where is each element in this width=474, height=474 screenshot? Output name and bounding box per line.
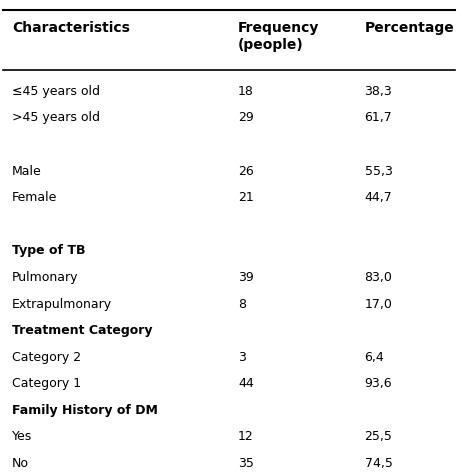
Text: 29: 29 bbox=[238, 111, 254, 124]
Text: Yes: Yes bbox=[12, 430, 32, 443]
Text: 12: 12 bbox=[238, 430, 254, 443]
Text: Frequency
(people): Frequency (people) bbox=[238, 21, 319, 52]
Text: 3: 3 bbox=[238, 351, 246, 364]
Text: ≤45 years old: ≤45 years old bbox=[12, 85, 100, 98]
Text: 25,5: 25,5 bbox=[365, 430, 392, 443]
Text: 83,0: 83,0 bbox=[365, 271, 392, 284]
Text: 44: 44 bbox=[238, 377, 254, 390]
Text: Extrapulmonary: Extrapulmonary bbox=[12, 298, 112, 310]
Text: 35: 35 bbox=[238, 457, 254, 470]
Text: 8: 8 bbox=[238, 298, 246, 310]
Text: 93,6: 93,6 bbox=[365, 377, 392, 390]
Text: Category 2: Category 2 bbox=[12, 351, 81, 364]
Text: 6,4: 6,4 bbox=[365, 351, 384, 364]
Text: Family History of DM: Family History of DM bbox=[12, 404, 158, 417]
Text: >45 years old: >45 years old bbox=[12, 111, 100, 124]
Text: Male: Male bbox=[12, 164, 42, 178]
Text: 39: 39 bbox=[238, 271, 254, 284]
Text: No: No bbox=[12, 457, 29, 470]
Text: Percentage: Percentage bbox=[365, 21, 454, 36]
Text: Characteristics: Characteristics bbox=[12, 21, 130, 36]
Text: Category 1: Category 1 bbox=[12, 377, 81, 390]
Text: 26: 26 bbox=[238, 164, 254, 178]
Text: 21: 21 bbox=[238, 191, 254, 204]
Text: 44,7: 44,7 bbox=[365, 191, 392, 204]
Text: 38,3: 38,3 bbox=[365, 85, 392, 98]
Text: Female: Female bbox=[12, 191, 57, 204]
Text: 74,5: 74,5 bbox=[365, 457, 392, 470]
Text: Type of TB: Type of TB bbox=[12, 244, 85, 257]
Text: 18: 18 bbox=[238, 85, 254, 98]
Text: Pulmonary: Pulmonary bbox=[12, 271, 78, 284]
Text: 61,7: 61,7 bbox=[365, 111, 392, 124]
Text: 55,3: 55,3 bbox=[365, 164, 392, 178]
Text: Treatment Category: Treatment Category bbox=[12, 324, 152, 337]
Text: 17,0: 17,0 bbox=[365, 298, 392, 310]
